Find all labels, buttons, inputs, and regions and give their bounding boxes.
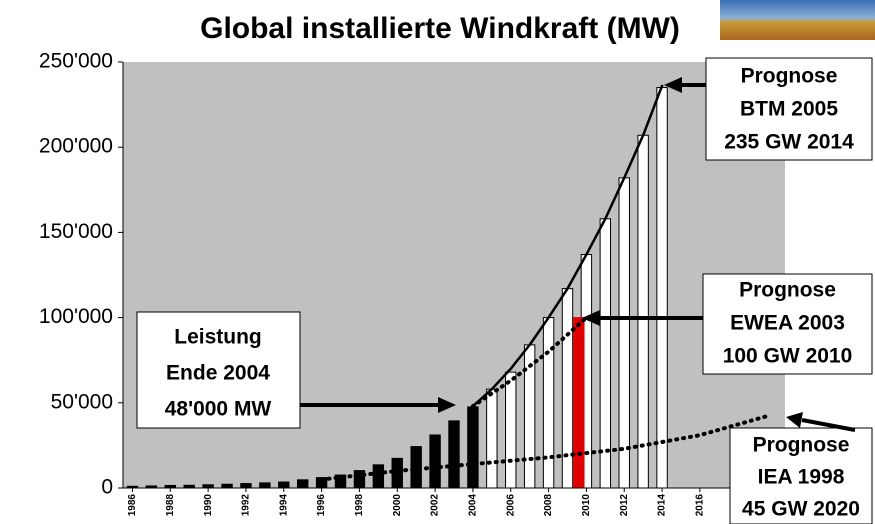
x-tick-label: 1992 bbox=[241, 494, 252, 517]
y-tick-label: 200'000 bbox=[39, 135, 113, 158]
annotation-boxes bbox=[136, 57, 873, 524]
arrow-head bbox=[664, 77, 682, 93]
x-tick-label: 2000 bbox=[392, 494, 403, 517]
x-tick-label: 2008 bbox=[543, 494, 554, 517]
x-tick-label: 1990 bbox=[203, 494, 214, 517]
arrow-head bbox=[438, 397, 456, 413]
annotation-text: 48'000 MW bbox=[165, 398, 272, 421]
bar bbox=[391, 457, 403, 489]
bar bbox=[573, 317, 585, 489]
bar bbox=[259, 482, 271, 489]
annotation-text: 235 GW 2014 bbox=[724, 131, 854, 154]
bar bbox=[296, 479, 309, 489]
annotation-text: Prognose bbox=[739, 279, 836, 302]
bar bbox=[278, 481, 290, 489]
x-tick-label: 2002 bbox=[430, 494, 441, 517]
x-tick-label: 2016 bbox=[695, 494, 706, 517]
x-tick-label: 2006 bbox=[505, 494, 516, 517]
arrow bbox=[801, 418, 856, 432]
forecast-line bbox=[470, 315, 589, 409]
bar bbox=[505, 371, 517, 489]
bar bbox=[637, 134, 649, 489]
forecast-line bbox=[471, 84, 664, 408]
annotation-box bbox=[136, 311, 301, 429]
annotation-box bbox=[729, 427, 873, 524]
x-tick-label: 2012 bbox=[619, 494, 630, 517]
annotation-text: 100 GW 2010 bbox=[723, 345, 853, 368]
annotations: Leistung Ende 2004 48'000 MW Prognose BTM 20… bbox=[165, 65, 860, 521]
x-tick-label: 2014 bbox=[657, 494, 668, 517]
bar bbox=[599, 218, 612, 489]
x-tick-label: 1994 bbox=[278, 494, 289, 517]
bar bbox=[372, 464, 385, 489]
annotation-box bbox=[705, 57, 873, 161]
x-tick-label: 2010 bbox=[581, 494, 592, 517]
x-tick-label: 1996 bbox=[316, 494, 327, 517]
x-tick-label: 1998 bbox=[354, 494, 365, 517]
annotation-text: Prognose bbox=[741, 65, 838, 88]
plot: 0 50'000 100'000 150'000 200'000 250'000 1986 1… bbox=[39, 50, 785, 517]
bar bbox=[542, 317, 555, 489]
bar bbox=[221, 483, 233, 489]
annotation-text: Ende 2004 bbox=[166, 362, 270, 385]
x-tick-label: 2004 bbox=[468, 494, 479, 517]
annotation-text: IEA 1998 bbox=[758, 466, 845, 489]
annotation-text: EWEA 2003 bbox=[730, 312, 845, 335]
bar bbox=[561, 288, 574, 489]
y-tick-label: 0 bbox=[101, 476, 113, 499]
annotation-box bbox=[702, 273, 873, 375]
annotation-text: Prognose bbox=[753, 434, 850, 457]
bar bbox=[656, 87, 668, 489]
x-tick-label: 1986 bbox=[127, 494, 138, 517]
bar bbox=[448, 420, 460, 489]
arrows bbox=[300, 77, 856, 432]
bar bbox=[486, 388, 498, 489]
y-tick-label: 50'000 bbox=[51, 390, 113, 413]
photo bbox=[720, 0, 875, 40]
arrow-head bbox=[582, 310, 600, 326]
annotation-text: BTM 2005 bbox=[740, 98, 838, 121]
y-tick-label: 250'000 bbox=[39, 50, 113, 73]
bar bbox=[240, 483, 252, 489]
chart-title: Global installierte Windkraft (MW) bbox=[200, 12, 680, 45]
arrow-head bbox=[786, 412, 803, 428]
bar bbox=[618, 177, 630, 489]
y-tick-label: 150'000 bbox=[39, 220, 113, 243]
bar bbox=[467, 406, 479, 489]
y-tick-label: 100'000 bbox=[39, 305, 113, 328]
forecast-line bbox=[319, 414, 769, 482]
annotation-text: Leistung bbox=[174, 326, 262, 349]
x-tick-label: 1988 bbox=[165, 494, 176, 517]
bar bbox=[429, 434, 441, 489]
annotation-text: 45 GW 2020 bbox=[742, 498, 860, 521]
